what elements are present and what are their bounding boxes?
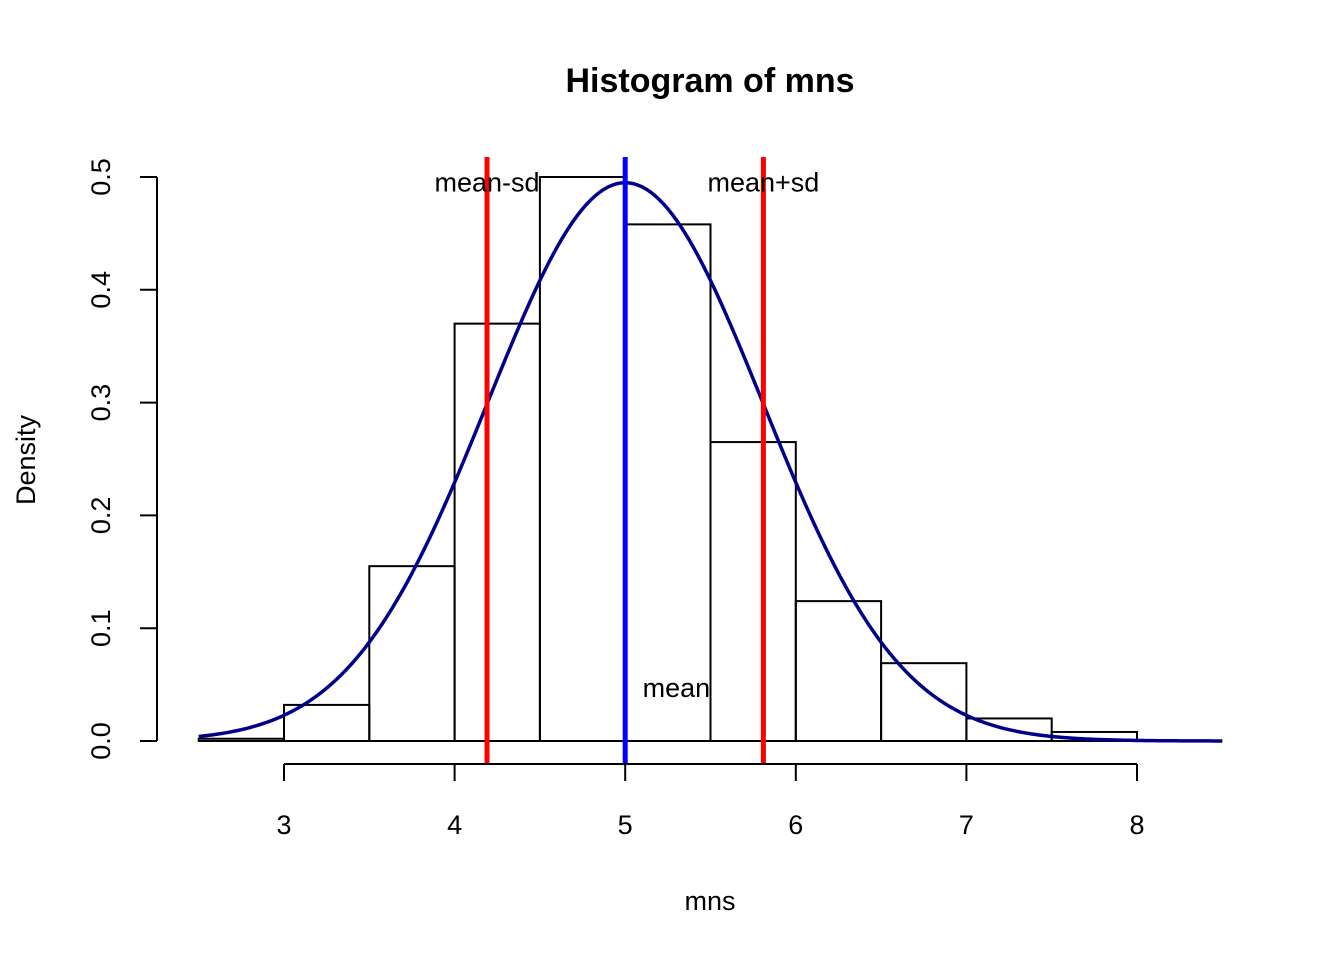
- density-curve-layer: [198, 180, 1223, 743]
- histogram-bar: [368, 565, 456, 742]
- x-tick-label: 4: [447, 810, 462, 840]
- histogram-bar: [624, 223, 712, 743]
- histogram-bar: [965, 717, 1053, 743]
- y-tick-label: 0.2: [86, 497, 116, 535]
- x-tick-label: 6: [788, 810, 803, 840]
- x-axis: 3 4 5 6 7 8: [276, 763, 1145, 840]
- y-axis: 0.0 0.1 0.2 0.3 0.4 0.5: [86, 158, 158, 760]
- annotation-label: mean: [643, 673, 711, 703]
- x-tick-label: 5: [618, 810, 633, 840]
- chart-title: Histogram of mns: [565, 62, 854, 100]
- histogram-bar: [709, 441, 797, 742]
- x-tick-label: 8: [1129, 810, 1144, 840]
- histogram-bar: [197, 737, 285, 743]
- histogram-bar: [880, 662, 968, 743]
- y-tick-label: 0.3: [86, 384, 116, 422]
- y-tick-label: 0.4: [86, 271, 116, 309]
- y-tick-label: 0.5: [86, 158, 116, 196]
- x-tick-label: 3: [276, 810, 291, 840]
- annotation-label: mean-sd: [434, 168, 539, 198]
- x-axis-label: mns: [684, 886, 735, 916]
- x-tick-label: 7: [959, 810, 974, 840]
- y-tick-label: 0.1: [86, 609, 116, 647]
- reference-lines: [484, 157, 766, 764]
- annotations: mean-sd mean+sd mean: [434, 168, 819, 703]
- histogram-bars: [197, 176, 1138, 743]
- annotation-label: mean+sd: [707, 168, 819, 198]
- density-curve: [198, 180, 1223, 743]
- histogram-bar: [453, 322, 541, 742]
- y-axis-label: Density: [11, 414, 41, 505]
- y-tick-label: 0.0: [86, 722, 116, 760]
- histogram-bar: [538, 176, 627, 742]
